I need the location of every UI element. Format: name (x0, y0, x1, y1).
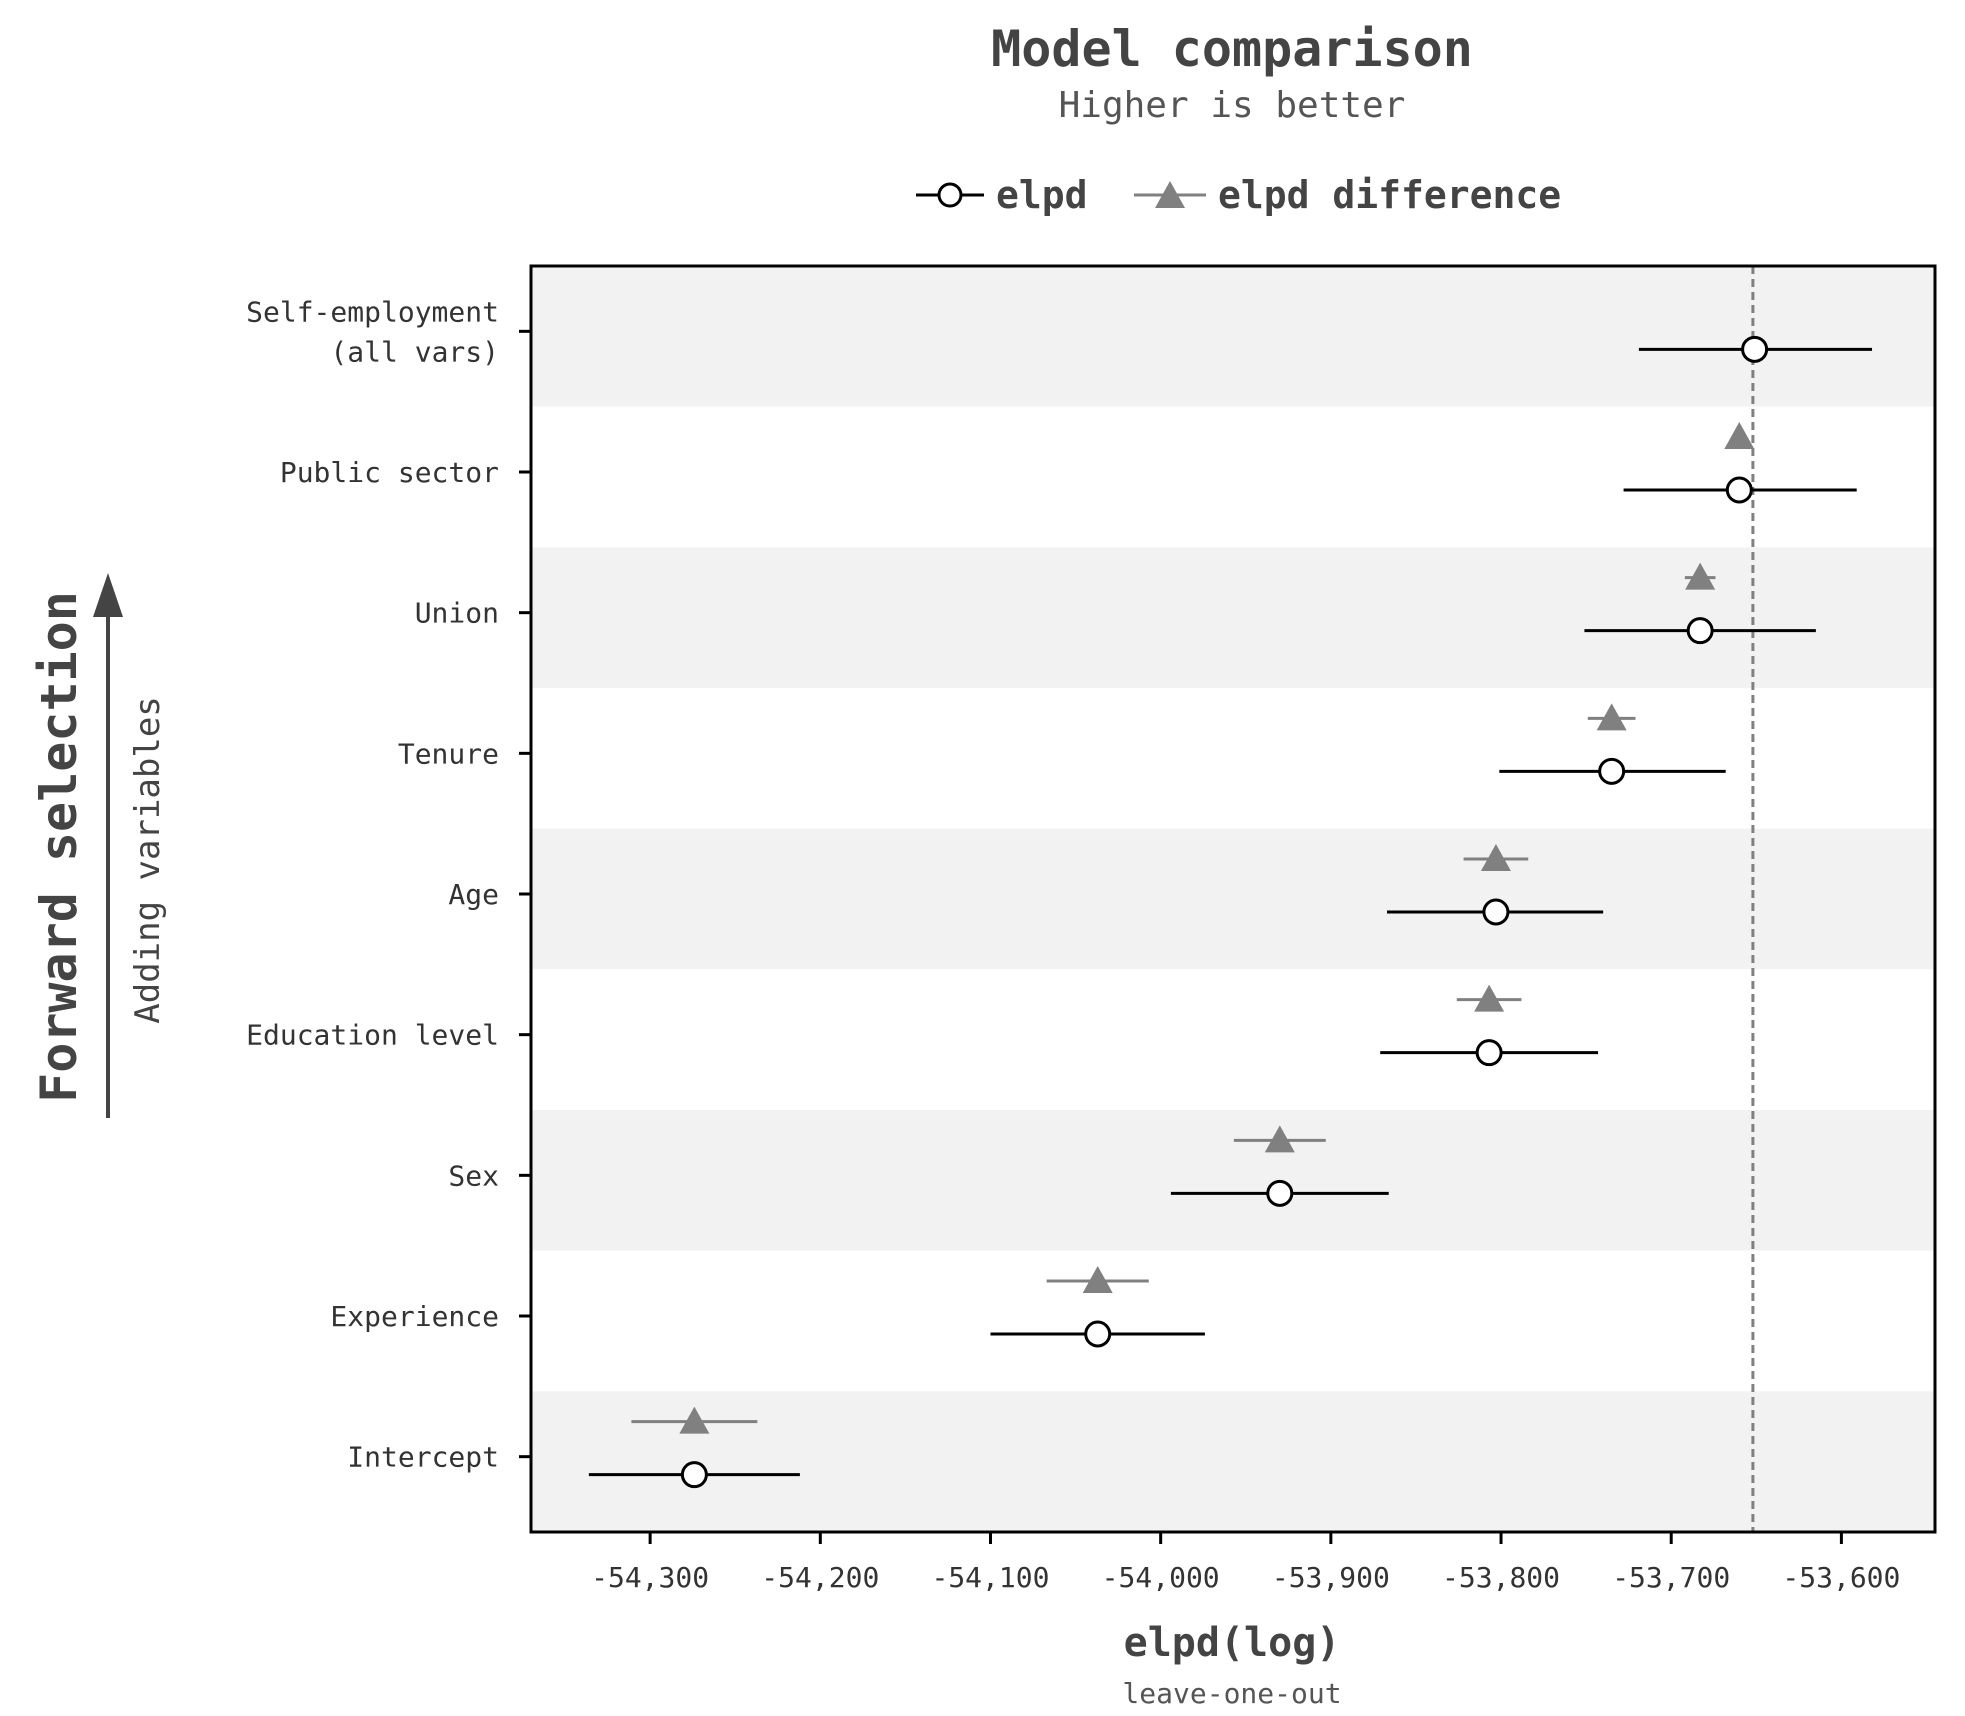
row-band (531, 969, 1935, 1110)
data-marks (588, 335, 1873, 1489)
row-band (531, 1391, 1935, 1532)
elpd-point (1741, 335, 1769, 363)
x-axis: -54,300 -54,200 -54,100 -54,000 -53,900 -53,8… (591, 1532, 1900, 1594)
row-band (531, 266, 1935, 407)
legend-entry-elpd: elpd (916, 173, 1088, 217)
legend-label-elpd: elpd (996, 173, 1088, 217)
legend-entry-elpd-difference: elpd difference (1134, 173, 1561, 217)
x-tick-label: -54,100 (931, 1561, 1049, 1594)
y-tick-label: Union (415, 597, 499, 630)
x-tick-label: -53,600 (1782, 1561, 1900, 1594)
y-tick-label: Tenure (398, 737, 499, 770)
row-band (531, 1110, 1935, 1251)
side-title: Forward selection (30, 591, 88, 1103)
chart-title: Model comparison (991, 20, 1473, 78)
elpd-point (1084, 1320, 1112, 1348)
elpd-difference-point (1724, 422, 1755, 449)
row-band (531, 1250, 1935, 1392)
y-axis: Self-employment (all vars) Public sector Un… (246, 295, 531, 1474)
y-tick-label: Self-employment (all vars) (246, 295, 499, 368)
y-tick-label: Education level (246, 1019, 499, 1052)
elpd-point (1598, 757, 1626, 785)
elpd-point (680, 1461, 708, 1489)
side-annotation: Forward selection Adding variables (30, 573, 168, 1118)
elpd-point (1482, 898, 1510, 926)
legend: elpd elpd difference (916, 173, 1561, 217)
up-arrow-icon (93, 573, 123, 617)
legend-circle-icon (937, 182, 963, 208)
x-axis-label: elpd(log) (1124, 1620, 1341, 1666)
plot-frame (529, 264, 1937, 1534)
elpd-point (1686, 617, 1714, 645)
x-tick-label: -53,900 (1272, 1561, 1390, 1594)
row-band (531, 828, 1935, 970)
y-tick-label: Public sector (280, 456, 499, 489)
x-tick-label: -54,200 (761, 1561, 879, 1594)
elpd-difference-point (679, 1406, 710, 1434)
elpd-difference-point (1474, 984, 1505, 1012)
elpd-difference-point (1264, 1125, 1295, 1153)
elpd-difference-point (1596, 703, 1627, 731)
legend-triangle-icon (1155, 181, 1185, 208)
elpd-point (1725, 476, 1753, 504)
elpd-difference-point (1685, 562, 1716, 590)
chart-subtitle: Higher is better (1059, 85, 1406, 126)
side-subtitle: Adding variables (128, 696, 168, 1024)
elpd-difference-point (1480, 844, 1511, 871)
x-tick-label: -54,300 (591, 1561, 709, 1594)
row-band (531, 547, 1935, 688)
row-band (531, 688, 1935, 829)
y-tick-label: Age (448, 878, 499, 911)
row-band (531, 406, 1935, 548)
legend-label-elpd-difference: elpd difference (1218, 173, 1561, 217)
x-tick-label: -54,000 (1102, 1561, 1220, 1594)
elpd-point (1475, 1039, 1503, 1067)
elpd-difference-point (1082, 1266, 1113, 1293)
x-tick-label: -53,700 (1612, 1561, 1730, 1594)
x-axis-sublabel: leave-one-out (1122, 1677, 1341, 1710)
x-tick-label: -53,800 (1442, 1561, 1560, 1594)
row-bands (531, 266, 1935, 1532)
elpd-point (1266, 1179, 1294, 1207)
y-tick-label: Experience (330, 1300, 499, 1333)
y-tick-label: Intercept (347, 1441, 499, 1474)
y-tick-label: Sex (448, 1159, 499, 1192)
